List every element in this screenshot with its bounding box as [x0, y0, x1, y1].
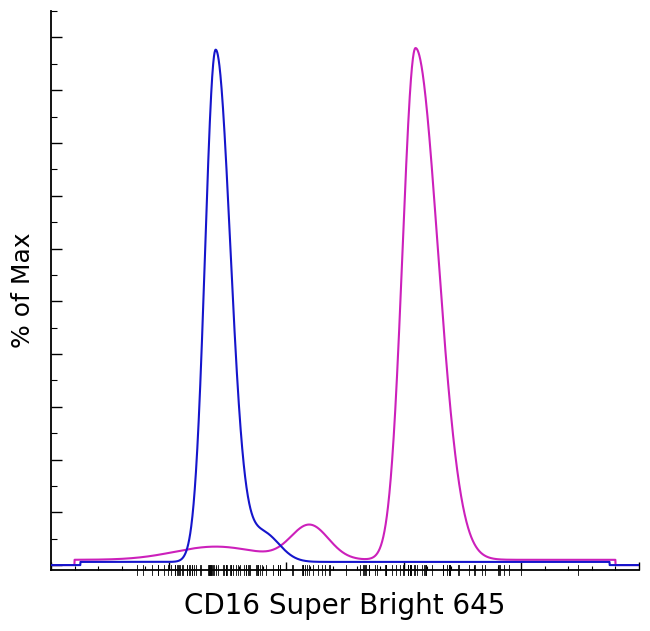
Y-axis label: % of Max: % of Max	[11, 233, 35, 348]
X-axis label: CD16 Super Bright 645: CD16 Super Bright 645	[185, 592, 506, 620]
